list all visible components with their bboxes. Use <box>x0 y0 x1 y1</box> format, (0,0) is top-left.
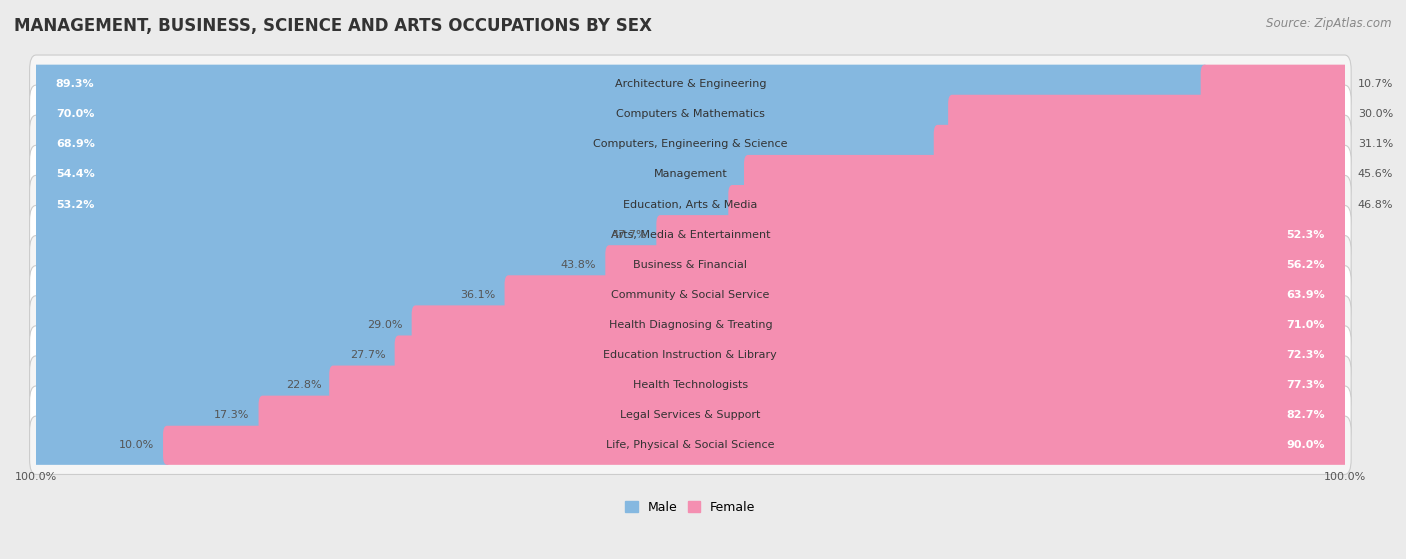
Text: Community & Social Service: Community & Social Service <box>612 290 769 300</box>
Text: 82.7%: 82.7% <box>1286 410 1324 420</box>
FancyBboxPatch shape <box>934 125 1348 164</box>
FancyBboxPatch shape <box>32 245 613 285</box>
FancyBboxPatch shape <box>32 215 664 254</box>
FancyBboxPatch shape <box>30 85 1351 144</box>
FancyBboxPatch shape <box>412 305 1348 344</box>
Text: 10.7%: 10.7% <box>1358 79 1393 89</box>
Text: Management: Management <box>654 169 727 179</box>
FancyBboxPatch shape <box>728 185 1348 224</box>
FancyBboxPatch shape <box>32 125 942 164</box>
Text: 43.8%: 43.8% <box>561 260 596 270</box>
Text: 52.3%: 52.3% <box>1286 230 1324 240</box>
Text: 47.7%: 47.7% <box>612 230 647 240</box>
Text: 36.1%: 36.1% <box>460 290 495 300</box>
FancyBboxPatch shape <box>32 335 402 375</box>
FancyBboxPatch shape <box>505 275 1348 314</box>
FancyBboxPatch shape <box>30 145 1351 203</box>
FancyBboxPatch shape <box>948 94 1348 134</box>
FancyBboxPatch shape <box>32 275 512 314</box>
Legend: Male, Female: Male, Female <box>626 501 755 514</box>
FancyBboxPatch shape <box>32 185 737 224</box>
FancyBboxPatch shape <box>32 305 419 344</box>
FancyBboxPatch shape <box>30 55 1351 113</box>
Text: 31.1%: 31.1% <box>1358 139 1393 149</box>
Text: Computers & Mathematics: Computers & Mathematics <box>616 110 765 119</box>
FancyBboxPatch shape <box>657 215 1348 254</box>
Text: 68.9%: 68.9% <box>56 139 94 149</box>
FancyBboxPatch shape <box>32 366 339 405</box>
Text: 90.0%: 90.0% <box>1286 440 1324 451</box>
FancyBboxPatch shape <box>32 426 172 465</box>
Text: 45.6%: 45.6% <box>1358 169 1393 179</box>
Text: 53.2%: 53.2% <box>56 200 94 210</box>
FancyBboxPatch shape <box>744 155 1348 194</box>
Text: Arts, Media & Entertainment: Arts, Media & Entertainment <box>610 230 770 240</box>
FancyBboxPatch shape <box>30 386 1351 444</box>
FancyBboxPatch shape <box>30 356 1351 414</box>
Text: 63.9%: 63.9% <box>1286 290 1324 300</box>
FancyBboxPatch shape <box>259 396 1348 435</box>
Text: 70.0%: 70.0% <box>56 110 94 119</box>
Text: Health Diagnosing & Treating: Health Diagnosing & Treating <box>609 320 772 330</box>
Text: 27.7%: 27.7% <box>350 350 385 360</box>
Text: 46.8%: 46.8% <box>1358 200 1393 210</box>
FancyBboxPatch shape <box>32 155 752 194</box>
Text: Health Technologists: Health Technologists <box>633 380 748 390</box>
Text: 71.0%: 71.0% <box>1286 320 1324 330</box>
Text: Source: ZipAtlas.com: Source: ZipAtlas.com <box>1267 17 1392 30</box>
Text: 22.8%: 22.8% <box>285 380 322 390</box>
FancyBboxPatch shape <box>395 335 1348 375</box>
FancyBboxPatch shape <box>30 235 1351 294</box>
Text: 30.0%: 30.0% <box>1358 110 1393 119</box>
Text: MANAGEMENT, BUSINESS, SCIENCE AND ARTS OCCUPATIONS BY SEX: MANAGEMENT, BUSINESS, SCIENCE AND ARTS O… <box>14 17 652 35</box>
Text: Education, Arts & Media: Education, Arts & Media <box>623 200 758 210</box>
FancyBboxPatch shape <box>163 426 1348 465</box>
FancyBboxPatch shape <box>30 266 1351 324</box>
FancyBboxPatch shape <box>1201 65 1348 104</box>
FancyBboxPatch shape <box>30 206 1351 264</box>
Text: Education Instruction & Library: Education Instruction & Library <box>603 350 778 360</box>
FancyBboxPatch shape <box>32 396 266 435</box>
FancyBboxPatch shape <box>32 94 956 134</box>
Text: Life, Physical & Social Science: Life, Physical & Social Science <box>606 440 775 451</box>
FancyBboxPatch shape <box>32 65 1209 104</box>
Text: 77.3%: 77.3% <box>1286 380 1324 390</box>
Text: 56.2%: 56.2% <box>1286 260 1324 270</box>
Text: 54.4%: 54.4% <box>56 169 94 179</box>
Text: 10.0%: 10.0% <box>118 440 153 451</box>
Text: Business & Financial: Business & Financial <box>633 260 748 270</box>
Text: 89.3%: 89.3% <box>56 79 94 89</box>
Text: Legal Services & Support: Legal Services & Support <box>620 410 761 420</box>
Text: 29.0%: 29.0% <box>367 320 402 330</box>
FancyBboxPatch shape <box>30 326 1351 384</box>
Text: Computers, Engineering & Science: Computers, Engineering & Science <box>593 139 787 149</box>
FancyBboxPatch shape <box>329 366 1348 405</box>
FancyBboxPatch shape <box>606 245 1348 285</box>
FancyBboxPatch shape <box>30 115 1351 174</box>
Text: Architecture & Engineering: Architecture & Engineering <box>614 79 766 89</box>
FancyBboxPatch shape <box>30 416 1351 475</box>
FancyBboxPatch shape <box>30 296 1351 354</box>
Text: 72.3%: 72.3% <box>1286 350 1324 360</box>
FancyBboxPatch shape <box>30 176 1351 234</box>
Text: 17.3%: 17.3% <box>214 410 249 420</box>
